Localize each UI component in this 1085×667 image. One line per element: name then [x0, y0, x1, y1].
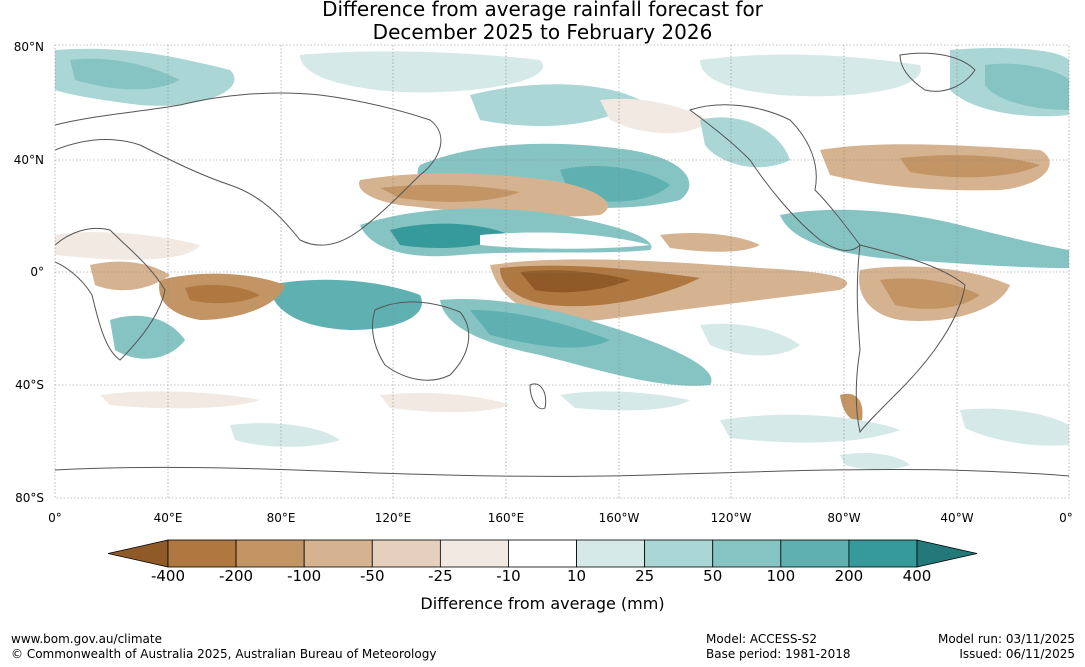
- base-period: Base period: 1981-2018: [706, 647, 851, 661]
- legend-swatch: [167, 539, 237, 568]
- colour-legend: [107, 539, 978, 568]
- legend-swatch: [508, 539, 577, 568]
- legend-extend-low: [107, 539, 169, 568]
- lon-label-160e: 160°E: [487, 511, 525, 525]
- lon-label-160w: 160°W: [598, 511, 640, 525]
- lon-label-80e: 80°E: [266, 511, 296, 525]
- legend-tick-label: 10: [566, 567, 587, 585]
- lon-label-80w: 80°W: [827, 511, 861, 525]
- legend-swatch: [235, 539, 305, 568]
- legend-tick-label: 200: [834, 567, 864, 585]
- legend-tick-label: 50: [703, 567, 723, 585]
- issued-date: Issued: 06/11/2025: [959, 647, 1075, 661]
- legend-tick-label: -400: [150, 567, 186, 585]
- legend-swatch: [576, 539, 646, 568]
- legend-tick-label: -10: [496, 567, 521, 585]
- lat-label-40n: 40°N: [13, 153, 44, 167]
- lon-label-120e: 120°E: [374, 511, 412, 525]
- legend-swatch: [644, 539, 714, 568]
- legend-tick-label: -200: [219, 567, 254, 585]
- legend-extend-high: [916, 539, 978, 568]
- legend-swatch: [303, 539, 373, 568]
- lat-label-80n: 80°N: [13, 40, 44, 54]
- lon-label-0-east: 0°: [1059, 511, 1073, 525]
- anomaly-fields: [55, 48, 1069, 470]
- legend-swatch: [780, 539, 850, 568]
- lon-label-120w: 120°W: [710, 511, 752, 525]
- legend-swatch: [439, 539, 509, 568]
- model-name: Model: ACCESS-S2: [706, 632, 818, 646]
- graticule: [54, 44, 1070, 499]
- map-title: Difference from average rainfall forecas…: [0, 0, 1085, 44]
- lat-label-0: 0°: [30, 265, 44, 279]
- site-url: www.bom.gov.au/climate: [11, 632, 162, 646]
- model-run-date: Model run: 03/11/2025: [937, 632, 1075, 646]
- legend-tick-label: 100: [766, 567, 796, 585]
- legend-title: Difference from average (mm): [420, 594, 665, 613]
- legend-swatch: [371, 539, 441, 568]
- legend-tick-label: -25: [428, 567, 453, 585]
- lat-label-80s: 80°S: [15, 491, 44, 505]
- legend-tick-label: 400: [902, 567, 932, 585]
- lon-label-0-west: 0°: [48, 511, 62, 525]
- footer-left: www.bom.gov.au/climate © Commonwealth of…: [11, 632, 436, 662]
- footer-model-info: Model: ACCESS-S2 Base period: 1981-2018: [706, 632, 851, 662]
- legend-swatch: [712, 539, 782, 568]
- rainfall-map: [54, 44, 1070, 499]
- title-line-1: Difference from average rainfall forecas…: [322, 0, 763, 21]
- lat-label-40s: 40°S: [15, 378, 44, 392]
- coastlines: [55, 52, 1069, 477]
- legend-tick-label: -100: [287, 567, 322, 585]
- lon-label-40e: 40°E: [153, 511, 183, 525]
- footer-dates: Model run: 03/11/2025 Issued: 06/11/2025: [938, 632, 1075, 662]
- legend-swatch: [848, 539, 918, 568]
- legend-tick-label: -50: [360, 567, 385, 585]
- title-line-2: December 2025 to February 2026: [372, 20, 713, 44]
- legend-tick-label: 25: [635, 567, 655, 585]
- lon-label-40w: 40°W: [940, 511, 974, 525]
- copyright-text: © Commonwealth of Australia 2025, Austra…: [11, 647, 437, 661]
